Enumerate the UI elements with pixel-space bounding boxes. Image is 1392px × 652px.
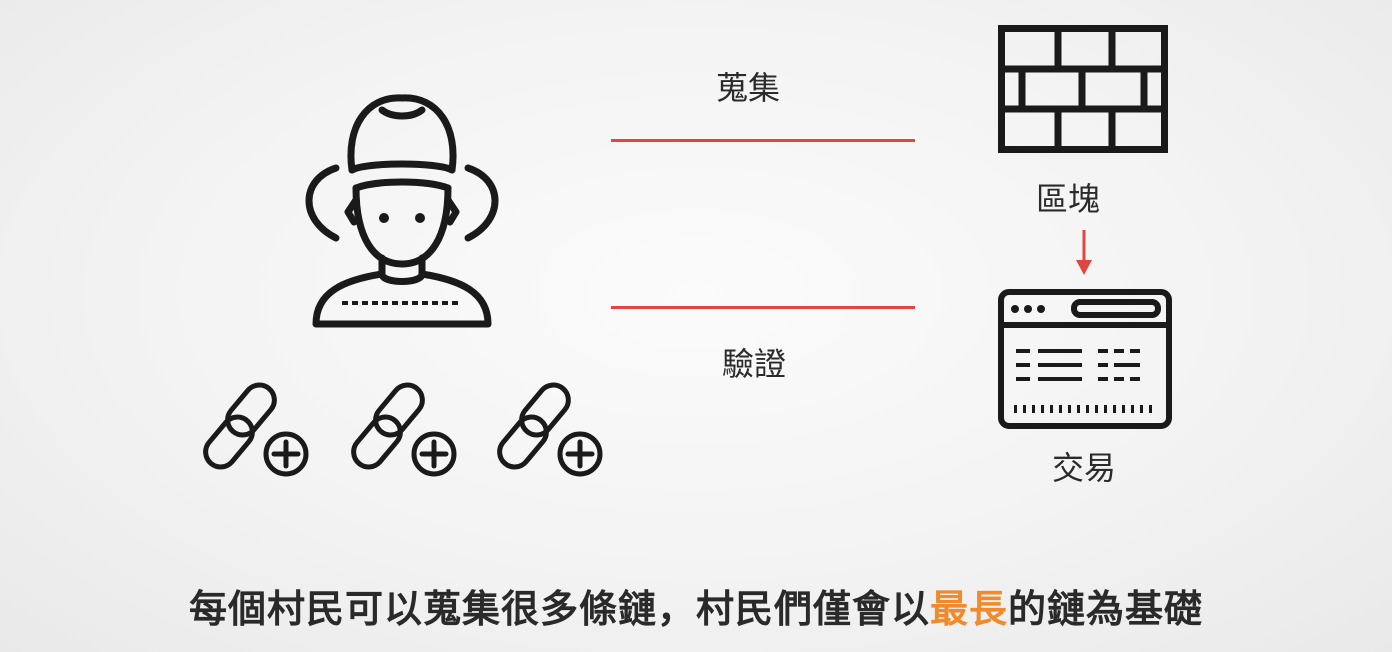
villager-icon [296,88,508,328]
verify-connector-line [611,306,915,309]
transaction-label: 交易 [1052,449,1117,487]
chain-link-add-icon-1 [203,370,316,482]
chain-link-add-icon-2 [351,370,464,482]
collect-connector-line [611,139,915,142]
brick-wall-icon [998,25,1168,153]
caption: 每個村民可以蒐集很多條鏈，村民們僅會以最長的鏈為基礎 [0,578,1392,633]
caption-highlight: 最長 [929,587,1008,631]
verify-label: 驗證 [722,345,787,383]
caption-text-after: 的鏈為基礎 [1008,587,1204,631]
collect-label: 蒐集 [716,69,781,107]
browser-window-icon [998,289,1172,429]
block-label: 區塊 [1036,180,1101,218]
caption-text-before: 每個村民可以蒐集很多條鏈，村民們僅會以 [188,587,930,631]
chain-link-add-icon-3 [497,370,610,482]
down-arrow-icon [1074,230,1094,276]
